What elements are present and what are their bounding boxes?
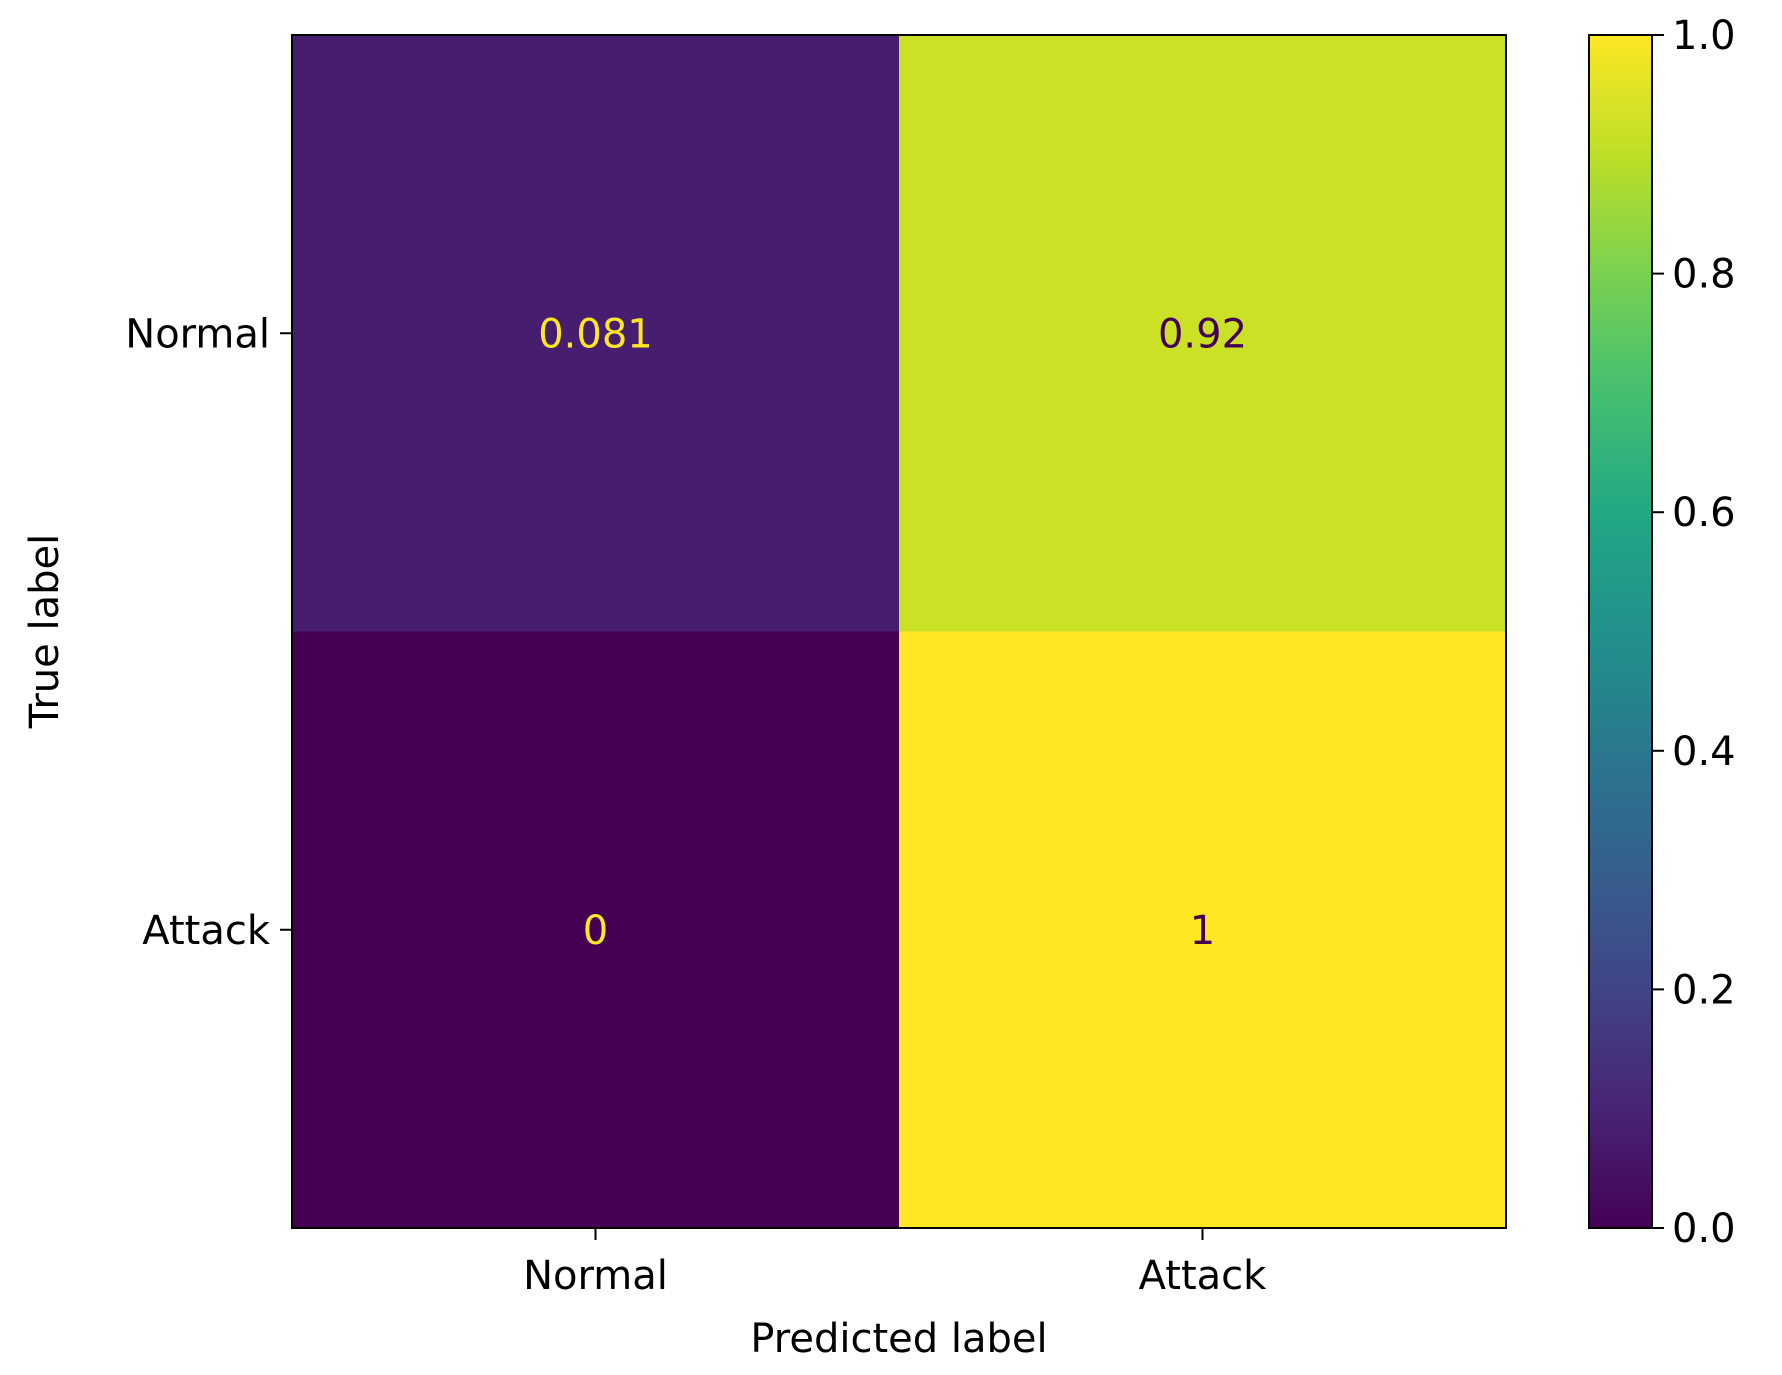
plot-frame [291,34,1507,1229]
heatmap-cell [292,35,900,632]
x-tick-label: Normal [523,1253,668,1299]
colorbar-tick-label: 0.8 [1672,252,1736,298]
heatmap-cells: 0.081 0.92 0 1 [292,35,1507,1229]
heatmap-cell [899,631,1507,1229]
colorbar-tick-label: 0.2 [1672,967,1736,1013]
y-tick-label: Attack [142,908,271,954]
colorbar-tick-label: 0.0 [1672,1206,1736,1252]
y-axis-label: True label [22,534,68,729]
heatmap-cell [292,631,900,1229]
cell-value-label: 0 [583,908,608,954]
colorbar-tick-label: 0.6 [1672,490,1736,536]
cell-value-label: 0.92 [1158,311,1247,357]
cell-value-label: 0.081 [538,311,653,357]
colorbar-tick-label: 0.4 [1672,729,1736,775]
y-axis-ticks: Normal Attack [125,311,292,954]
x-tick-label: Attack [1139,1253,1268,1299]
cell-value-label: 1 [1190,908,1215,954]
colorbar [1588,34,1653,1229]
x-axis-ticks: Normal Attack [523,1228,1267,1299]
colorbar-tick-label: 1.0 [1672,13,1736,59]
x-axis-label: Predicted label [750,1316,1047,1362]
heatmap-cell [899,35,1507,632]
y-tick-label: Normal [125,311,270,357]
colorbar-ticks: 0.0 0.2 0.4 0.6 0.8 1.0 [1652,13,1736,1252]
